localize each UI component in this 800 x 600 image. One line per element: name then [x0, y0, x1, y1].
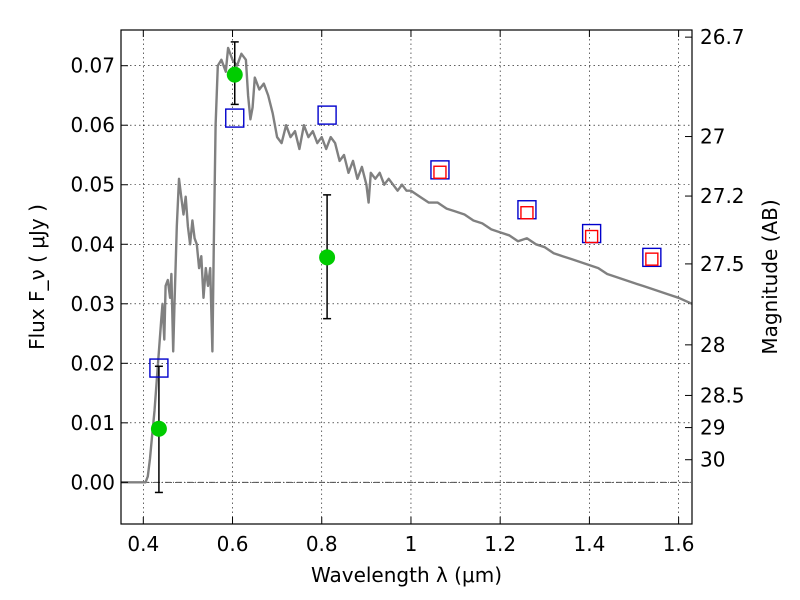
- synthetic-point: [317, 105, 337, 125]
- synthetic-point: [225, 108, 245, 128]
- x-tick-label: 1.6: [663, 532, 695, 556]
- right-tick-label: 28.5: [700, 383, 745, 407]
- right-tick-label: 30: [700, 448, 725, 472]
- x-tick-label: 1.2: [484, 532, 516, 556]
- x-tick-label: 0.4: [127, 532, 159, 556]
- right-tick-label: 26.7: [700, 25, 745, 49]
- x-tick-label: 1: [405, 532, 418, 556]
- right-tick-label: 27: [700, 125, 725, 149]
- right-tick-label: 28: [700, 333, 725, 357]
- y-tick-label: 0.00: [70, 470, 115, 494]
- model-point: [584, 229, 599, 244]
- x-axis-label: Wavelength λ (μm): [311, 563, 502, 587]
- plot-frame: [120, 29, 693, 525]
- x-tick-label: 0.6: [217, 532, 249, 556]
- right-axis-label: Magnitude (AB): [758, 199, 782, 354]
- spectrum-line: [121, 46, 693, 484]
- y-tick-label: 0.06: [70, 113, 115, 137]
- model-point: [520, 206, 534, 220]
- x-tick-label: 0.8: [306, 532, 338, 556]
- synthetic-point: [642, 247, 662, 268]
- model-spectrum: [121, 46, 693, 484]
- y-axis-label: Flux F_ν ( μJy ): [25, 204, 49, 350]
- y-tick-label: 0.05: [70, 173, 115, 197]
- right-tick-label: 27.5: [700, 252, 745, 276]
- model-point: [645, 252, 659, 266]
- synthetic-point: [149, 358, 169, 378]
- data-markers: [149, 66, 662, 437]
- photometry-point: [226, 66, 243, 83]
- ticks: 0.4 0.6 0.8 1 1.2 1.4 1.6 0.00 0.01 0.02 0.03 0.04 0…: [70, 25, 744, 556]
- x-tick-label: 1.4: [573, 532, 605, 556]
- photometry-point: [319, 249, 336, 266]
- model-point: [433, 165, 447, 179]
- y-tick-label: 0.03: [70, 292, 115, 316]
- y-tick-label: 0.07: [70, 54, 115, 78]
- photometry-point: [150, 420, 167, 437]
- y-tick-label: 0.04: [70, 232, 115, 256]
- right-tick-label: 27.2: [700, 184, 745, 208]
- y-tick-label: 0.02: [70, 351, 115, 375]
- right-tick-label: 29: [700, 416, 725, 440]
- y-tick-label: 0.01: [70, 411, 115, 435]
